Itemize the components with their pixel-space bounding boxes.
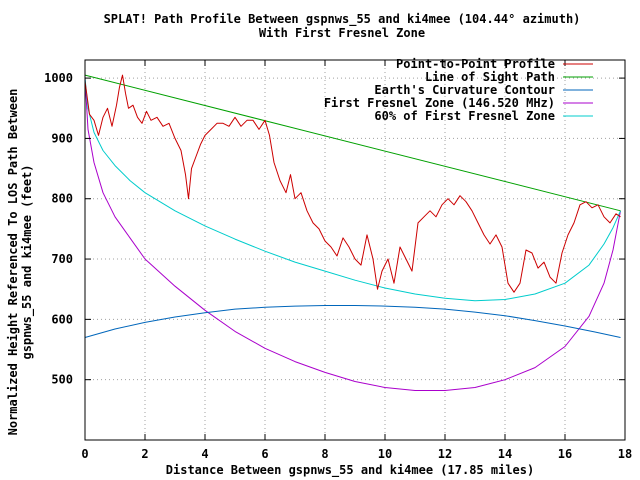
x-tick-label: 18 [618, 447, 632, 461]
x-tick-label: 4 [201, 447, 208, 461]
y-tick-label: 600 [51, 312, 73, 326]
legend-label: Earth's Curvature Contour [374, 83, 555, 97]
x-tick-label: 0 [81, 447, 88, 461]
plot-frame [84, 59, 626, 441]
x-tick-label: 2 [141, 447, 148, 461]
x-tick-label: 8 [321, 447, 328, 461]
x-tick-label: 16 [558, 447, 572, 461]
x-tick-label: 14 [498, 447, 512, 461]
series-line-2 [84, 305, 621, 338]
legend-label: First Fresnel Zone (146.520 MHz) [324, 96, 555, 110]
x-tick-label: 12 [438, 447, 452, 461]
x-tick-label: 10 [378, 447, 392, 461]
chart-subtitle: With First Fresnel Zone [259, 26, 425, 40]
y-axis-label-line2: gspnws_55 and ki4mee (feet) [20, 164, 35, 359]
y-tick-label: 900 [51, 131, 73, 145]
series-lines [84, 74, 621, 391]
axis-ticks: 0 2 4 6 8 10 12 14 16 18 500 600 700 800 900 1000 [44, 60, 632, 461]
y-tick-label: 500 [51, 373, 73, 387]
y-axis-label-line1: Normalized Height Referenced To LOS Path… [6, 89, 20, 436]
series-line-4 [84, 78, 621, 302]
legend-label: Line of Sight Path [425, 70, 555, 84]
y-tick-label: 800 [51, 192, 73, 206]
x-tick-label: 6 [261, 447, 268, 461]
y-tick-label: 700 [51, 252, 73, 266]
legend-label: Point-to-Point Profile [396, 57, 555, 71]
legend-label: 60% of First Fresnel Zone [374, 109, 555, 123]
series-line-1 [84, 74, 621, 212]
y-tick-label: 1000 [44, 71, 73, 85]
series-line-0 [84, 74, 621, 293]
chart-title: SPLAT! Path Profile Between gspnws_55 an… [104, 12, 581, 27]
series-line-3 [84, 78, 621, 391]
x-axis-label: Distance Between gspnws_55 and ki4mee (1… [166, 463, 534, 478]
